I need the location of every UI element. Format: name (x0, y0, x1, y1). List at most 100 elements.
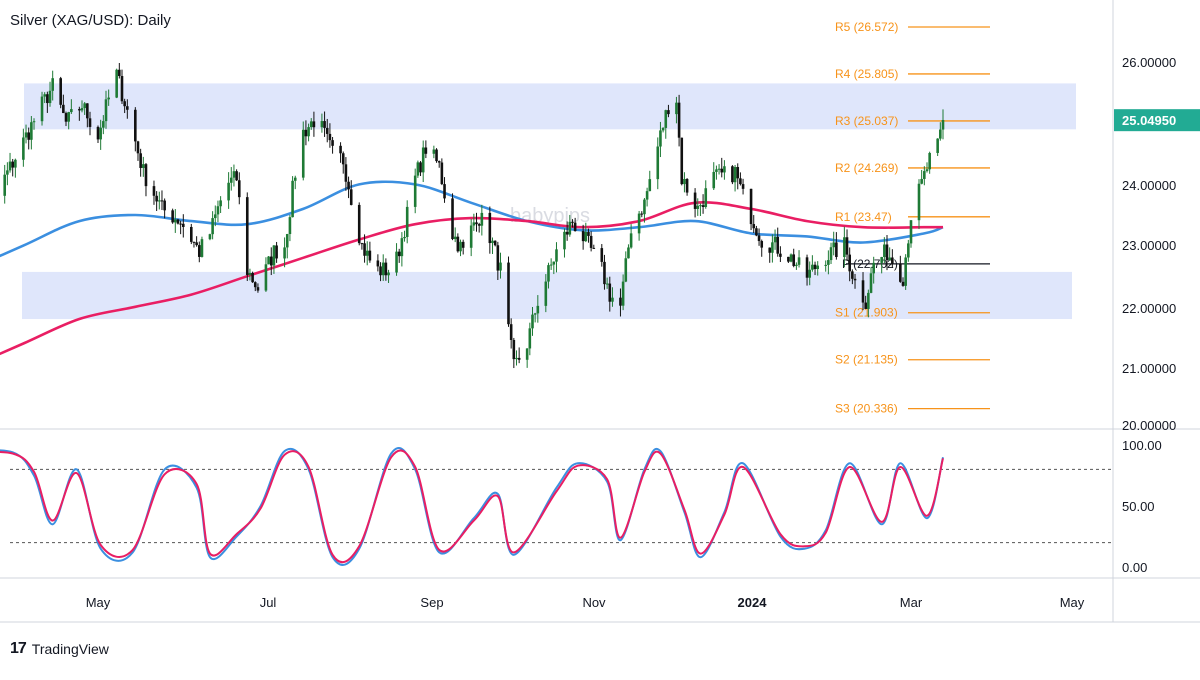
candle-body (51, 78, 54, 91)
candle-body (59, 78, 62, 105)
candle-body (808, 269, 812, 278)
pivot-label: R5 (26.572) (835, 20, 898, 34)
oscillator-layer (0, 447, 1112, 566)
candle-body (565, 231, 569, 235)
candle-body (867, 292, 870, 309)
candle-body (229, 177, 233, 183)
candle-body (723, 166, 726, 173)
candle-body (736, 167, 740, 179)
candle-body (843, 237, 846, 257)
candle-body (741, 184, 745, 189)
candle-body (496, 245, 500, 271)
candle-body (547, 265, 550, 282)
candle-body (851, 271, 854, 279)
candle-body (573, 222, 577, 232)
candle-body (347, 181, 350, 190)
candle-body (267, 256, 270, 265)
candle-body (773, 236, 777, 243)
candle-body (419, 162, 422, 173)
candle-body (30, 122, 33, 140)
candle-body (848, 254, 851, 272)
candle-body (78, 109, 81, 111)
candle-body (339, 145, 342, 154)
axes-layer: 26.00000 24.00000 23.00000 22.00000 21.00000… (86, 55, 1200, 610)
candle-body (571, 221, 574, 223)
candle-body (107, 97, 110, 100)
candle-body (272, 245, 276, 266)
candle-body (829, 247, 833, 261)
pivot-label: R3 (25.037) (835, 114, 898, 128)
candle-body (283, 247, 286, 259)
candle-body (216, 206, 220, 215)
candle-body (288, 217, 292, 235)
candle-body (704, 188, 708, 207)
candle-body (739, 178, 742, 185)
candle-body (603, 261, 606, 285)
candle-body (749, 188, 753, 225)
candle-body (605, 283, 609, 285)
candle-body (40, 96, 44, 122)
candle-body (555, 249, 558, 262)
candle-body (733, 167, 737, 183)
candle-body (755, 228, 758, 236)
candle-body (608, 283, 612, 302)
candle-body (453, 236, 457, 240)
candle-body (469, 225, 473, 248)
candle-body (48, 90, 52, 104)
candle-body (685, 179, 689, 193)
candle-body (512, 339, 516, 360)
candle-body (62, 104, 65, 114)
candle-body (824, 264, 828, 266)
time-tick-label: Nov (582, 595, 606, 610)
candle-body (344, 164, 348, 182)
candle-body (443, 184, 446, 199)
grid-layer (0, 0, 1200, 623)
candle-body (102, 121, 105, 128)
candle-body (43, 94, 46, 97)
candle-body (517, 357, 521, 360)
candle-body (592, 247, 596, 249)
candle-body (320, 121, 324, 128)
candle-body (909, 220, 913, 244)
candle-body (331, 140, 334, 146)
candle-body (200, 239, 204, 257)
time-tick-label: 2024 (738, 595, 768, 610)
candle-body (680, 137, 684, 185)
candle-body (827, 260, 830, 265)
candle-body (46, 94, 49, 104)
candle-body (619, 297, 622, 306)
candle-body (563, 231, 566, 250)
candle-body (939, 129, 942, 139)
candle-body (923, 171, 926, 179)
candle-body (104, 99, 108, 122)
candle-body (237, 180, 241, 198)
pivot-label: R2 (24.269) (835, 161, 898, 175)
candle-body (437, 161, 441, 163)
candle-body (816, 265, 820, 270)
chart-title: Silver (XAG/USD): Daily (10, 12, 171, 29)
candle-body (533, 313, 537, 315)
candle-body (584, 232, 588, 242)
candle-body (304, 129, 308, 137)
candle-body (675, 102, 678, 115)
candle-body (872, 262, 875, 274)
candle-body (792, 254, 796, 266)
candle-body (907, 243, 910, 258)
candle-body (645, 191, 649, 200)
osc-tick-label: 100.00 (1122, 438, 1162, 453)
candle-body (163, 200, 166, 211)
candle-body (256, 287, 260, 291)
time-tick-label: Jul (260, 595, 277, 610)
candle-body (643, 199, 646, 215)
candle-body (424, 147, 428, 154)
candle-body (885, 244, 889, 261)
candle-body (309, 121, 313, 128)
candle-body (86, 103, 89, 119)
time-tick-label: May (1060, 595, 1085, 610)
time-tick-label: Sep (420, 595, 443, 610)
last-price-label: 25.04950 (1122, 113, 1176, 128)
candle-body (917, 183, 921, 221)
osc-tick-label: 50.00 (1122, 499, 1155, 514)
candle-body (123, 101, 126, 107)
